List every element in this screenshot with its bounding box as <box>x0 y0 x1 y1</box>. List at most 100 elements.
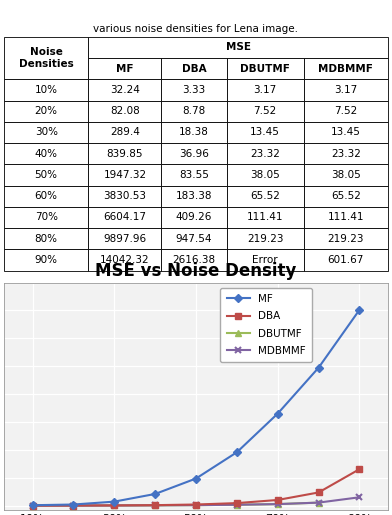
Text: 23.32: 23.32 <box>331 149 361 159</box>
Text: DBA: DBA <box>182 64 207 74</box>
Bar <box>4 185 89 207</box>
DBA <box>276 497 280 503</box>
Text: various noise densities for Lena image.: various noise densities for Lena image. <box>94 24 298 35</box>
MDBMMF <box>112 503 116 509</box>
Bar <box>162 122 227 143</box>
Text: 10%: 10% <box>34 85 58 95</box>
Bar <box>89 207 162 228</box>
MDBMMF <box>30 503 35 509</box>
Bar <box>89 37 388 58</box>
Bar <box>89 58 162 79</box>
Legend: MF, DBA, DBUTMF, MDBMMF: MF, DBA, DBUTMF, MDBMMF <box>220 288 312 362</box>
Bar <box>162 185 227 207</box>
Bar <box>4 79 89 100</box>
MDBMMF <box>357 494 362 501</box>
DBA <box>194 502 198 508</box>
DBA <box>30 503 35 509</box>
Text: 38.05: 38.05 <box>250 170 280 180</box>
Text: 2616.38: 2616.38 <box>172 255 216 265</box>
Text: MDBMMF: MDBMMF <box>318 64 373 74</box>
DBUTMF <box>234 502 239 508</box>
Bar <box>303 143 388 164</box>
DBA <box>71 503 76 509</box>
Bar <box>162 100 227 122</box>
Bar <box>162 228 227 249</box>
Line: MF: MF <box>30 307 362 508</box>
Bar <box>303 164 388 185</box>
Text: 839.85: 839.85 <box>107 149 143 159</box>
Bar <box>89 228 162 249</box>
DBUTMF <box>153 502 158 508</box>
MF <box>234 449 239 455</box>
Text: Error: Error <box>252 255 278 265</box>
Text: 409.26: 409.26 <box>176 213 212 222</box>
MF <box>30 502 35 508</box>
Bar <box>162 249 227 270</box>
Text: 65.52: 65.52 <box>250 191 280 201</box>
Text: 40%: 40% <box>34 149 58 159</box>
Text: DBUTMF: DBUTMF <box>240 64 290 74</box>
MDBMMF <box>194 502 198 508</box>
MF <box>153 491 158 497</box>
Bar <box>162 164 227 185</box>
Bar <box>162 207 227 228</box>
DBUTMF <box>71 503 76 509</box>
Bar <box>227 249 303 270</box>
DBUTMF <box>276 501 280 507</box>
Text: 18.38: 18.38 <box>179 128 209 138</box>
Text: 7.52: 7.52 <box>254 106 277 116</box>
Bar <box>89 100 162 122</box>
Text: 3.17: 3.17 <box>254 85 277 95</box>
Bar <box>303 79 388 100</box>
Text: 60%: 60% <box>34 191 58 201</box>
Text: 65.52: 65.52 <box>331 191 361 201</box>
Bar <box>89 164 162 185</box>
Bar <box>4 100 89 122</box>
Bar <box>4 164 89 185</box>
Bar <box>227 185 303 207</box>
Bar <box>227 79 303 100</box>
Line: MDBMMF: MDBMMF <box>29 494 363 509</box>
Bar <box>303 58 388 79</box>
Text: 13.45: 13.45 <box>250 128 280 138</box>
Text: 111.41: 111.41 <box>328 213 364 222</box>
Text: 183.38: 183.38 <box>176 191 212 201</box>
DBUTMF <box>30 503 35 509</box>
Text: MSE: MSE <box>226 42 251 53</box>
Bar <box>162 58 227 79</box>
Text: 219.23: 219.23 <box>328 234 364 244</box>
Bar <box>227 228 303 249</box>
DBUTMF <box>316 500 321 506</box>
Bar <box>227 100 303 122</box>
MF <box>112 499 116 505</box>
Bar <box>227 143 303 164</box>
Text: Noise
Densities: Noise Densities <box>19 47 74 69</box>
MDBMMF <box>71 503 76 509</box>
MF <box>276 410 280 417</box>
Text: 30%: 30% <box>34 128 58 138</box>
Bar <box>4 37 89 79</box>
Bar <box>89 185 162 207</box>
Text: 20%: 20% <box>34 106 58 116</box>
Bar <box>89 143 162 164</box>
Text: 38.05: 38.05 <box>331 170 361 180</box>
Text: 14042.32: 14042.32 <box>100 255 150 265</box>
Bar <box>227 122 303 143</box>
Bar <box>4 249 89 270</box>
MF <box>357 307 362 313</box>
DBUTMF <box>194 502 198 508</box>
Text: 219.23: 219.23 <box>247 234 283 244</box>
MDBMMF <box>316 500 321 506</box>
Bar <box>303 122 388 143</box>
MDBMMF <box>234 502 239 508</box>
Bar <box>4 228 89 249</box>
Text: 8.78: 8.78 <box>182 106 206 116</box>
Bar <box>4 122 89 143</box>
Text: 70%: 70% <box>34 213 58 222</box>
Text: 7.52: 7.52 <box>334 106 358 116</box>
Text: MF: MF <box>116 64 134 74</box>
Bar <box>303 100 388 122</box>
DBA <box>112 502 116 508</box>
Text: 111.41: 111.41 <box>247 213 283 222</box>
Bar <box>227 207 303 228</box>
